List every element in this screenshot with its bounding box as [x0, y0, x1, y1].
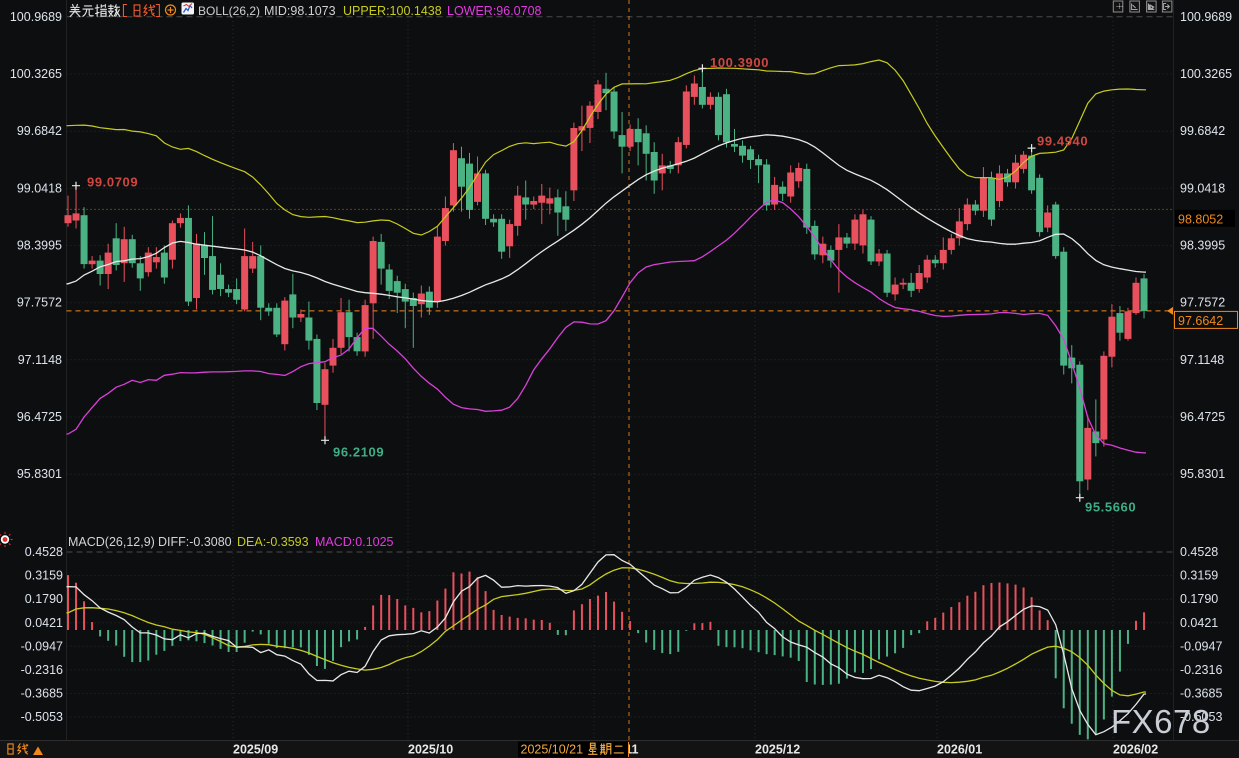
svg-text:-0.3685: -0.3685 [21, 687, 63, 701]
svg-text:99.0709: 99.0709 [87, 175, 138, 190]
svg-text:97.1148: 97.1148 [18, 353, 62, 367]
svg-text:-0.2316: -0.2316 [21, 663, 63, 677]
svg-text:0.1790: 0.1790 [1180, 592, 1218, 606]
svg-text:96.2109: 96.2109 [333, 445, 384, 460]
svg-text:99.6842: 99.6842 [17, 124, 62, 138]
svg-text:-0.5053: -0.5053 [21, 710, 63, 724]
svg-text:0.4528: 0.4528 [25, 545, 63, 559]
svg-text:97.6642: 97.6642 [1178, 314, 1223, 328]
svg-text:FX678: FX678 [1111, 703, 1211, 740]
svg-text:96.4725: 96.4725 [17, 410, 62, 424]
svg-text:100.3265: 100.3265 [1180, 67, 1232, 81]
svg-text:MACD:0.1025: MACD:0.1025 [315, 535, 394, 549]
svg-text:-0.5053: -0.5053 [1180, 710, 1222, 724]
svg-text:DEA:-0.3593: DEA:-0.3593 [237, 535, 309, 549]
svg-text:BOLL(26,2): BOLL(26,2) [198, 4, 260, 18]
svg-text:0.1790: 0.1790 [25, 592, 63, 606]
svg-text:2025/10/21: 2025/10/21 [521, 743, 584, 757]
svg-text:2025/10: 2025/10 [408, 743, 453, 757]
svg-text:95.8301: 95.8301 [1180, 467, 1225, 481]
svg-text:100.3900: 100.3900 [710, 55, 769, 70]
svg-text:95.8301: 95.8301 [17, 467, 62, 481]
svg-text:98.8052: 98.8052 [1178, 212, 1223, 226]
svg-text:-0.3685: -0.3685 [1180, 687, 1222, 701]
svg-text:MACD(26,12,9): MACD(26,12,9) [68, 535, 155, 549]
svg-text:97.7572: 97.7572 [1180, 296, 1225, 310]
svg-text:95.5660: 95.5660 [1085, 500, 1136, 515]
svg-text:0.4528: 0.4528 [1180, 545, 1218, 559]
svg-text:98.3995: 98.3995 [17, 239, 62, 253]
svg-text:-0.0947: -0.0947 [1180, 639, 1222, 653]
svg-text:97.1148: 97.1148 [1180, 353, 1224, 367]
svg-text:0.3159: 0.3159 [25, 569, 63, 583]
svg-text:0.0421: 0.0421 [25, 616, 63, 630]
svg-text:UPPER:100.1438: UPPER:100.1438 [343, 4, 442, 18]
svg-text:97.7572: 97.7572 [17, 296, 62, 310]
svg-text:100.3265: 100.3265 [10, 67, 62, 81]
svg-text:2026/01: 2026/01 [937, 743, 982, 757]
svg-text:2026/02: 2026/02 [1113, 743, 1158, 757]
svg-text:96.4725: 96.4725 [1180, 410, 1225, 424]
svg-text:-0.2316: -0.2316 [1180, 663, 1222, 677]
svg-text:-0.0947: -0.0947 [21, 639, 63, 653]
svg-text:0.3159: 0.3159 [1180, 569, 1218, 583]
svg-text:DIFF:-0.3080: DIFF:-0.3080 [158, 535, 232, 549]
svg-text:2025/09: 2025/09 [233, 743, 278, 757]
svg-text:0.0421: 0.0421 [1180, 616, 1218, 630]
svg-text:99.0418: 99.0418 [17, 181, 62, 195]
svg-text:100.9689: 100.9689 [10, 10, 62, 24]
svg-text:2025/12: 2025/12 [755, 743, 800, 757]
svg-text:99.6842: 99.6842 [1180, 124, 1225, 138]
svg-text:99.0418: 99.0418 [1180, 181, 1225, 195]
svg-text:MID:98.1073: MID:98.1073 [264, 4, 336, 18]
svg-text:100.9689: 100.9689 [1180, 10, 1232, 24]
svg-text:98.3995: 98.3995 [1180, 239, 1225, 253]
svg-text:99.4940: 99.4940 [1037, 134, 1088, 149]
svg-text:LOWER:96.0708: LOWER:96.0708 [447, 4, 542, 18]
